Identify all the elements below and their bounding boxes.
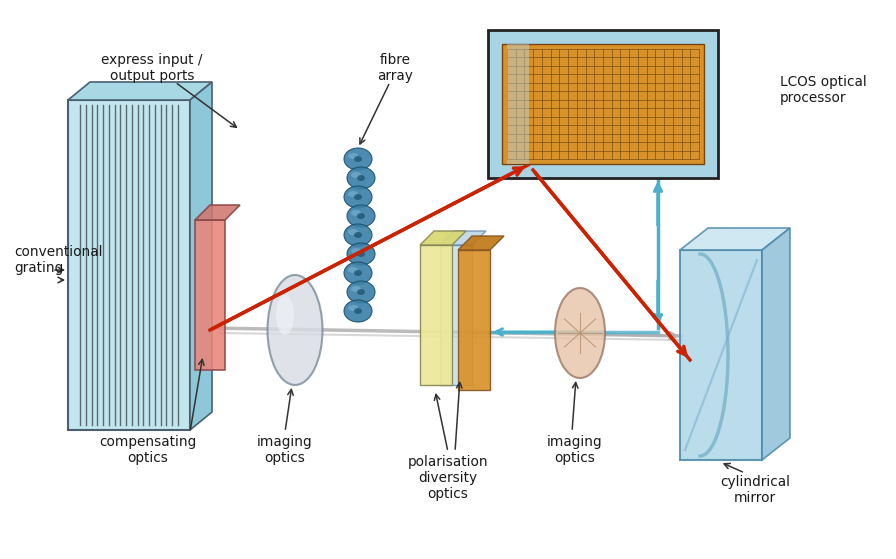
Polygon shape: [68, 82, 212, 100]
Polygon shape: [195, 220, 225, 370]
Polygon shape: [458, 250, 490, 390]
Bar: [507, 44, 529, 164]
Ellipse shape: [354, 308, 362, 314]
Ellipse shape: [354, 194, 362, 200]
Ellipse shape: [357, 175, 365, 181]
Text: imaging
optics: imaging optics: [257, 435, 313, 465]
Ellipse shape: [348, 305, 358, 311]
Polygon shape: [680, 250, 762, 460]
Ellipse shape: [344, 224, 372, 246]
Ellipse shape: [347, 205, 375, 227]
Text: fibre
array: fibre array: [377, 53, 413, 83]
Text: conventional
grating: conventional grating: [14, 245, 102, 275]
Text: compensating
optics: compensating optics: [99, 435, 196, 465]
Ellipse shape: [344, 300, 372, 322]
Ellipse shape: [347, 243, 375, 265]
Ellipse shape: [351, 248, 361, 254]
Text: imaging
optics: imaging optics: [547, 435, 603, 465]
Bar: [502, 44, 704, 164]
Ellipse shape: [354, 270, 362, 276]
Text: express input /
output ports: express input / output ports: [101, 53, 202, 83]
Text: LCOS optical
processor: LCOS optical processor: [780, 75, 866, 105]
Polygon shape: [458, 236, 504, 250]
Ellipse shape: [348, 153, 358, 159]
Ellipse shape: [347, 167, 375, 189]
Polygon shape: [440, 231, 486, 245]
Ellipse shape: [344, 262, 372, 284]
Polygon shape: [420, 231, 466, 245]
Text: polarisation
diversity
optics: polarisation diversity optics: [408, 455, 488, 501]
Ellipse shape: [347, 281, 375, 303]
Ellipse shape: [357, 213, 365, 219]
Ellipse shape: [344, 186, 372, 208]
Ellipse shape: [351, 210, 361, 216]
Ellipse shape: [351, 286, 361, 292]
Ellipse shape: [348, 267, 358, 273]
Ellipse shape: [344, 148, 372, 170]
Ellipse shape: [357, 289, 365, 295]
Ellipse shape: [276, 295, 294, 335]
Ellipse shape: [354, 156, 362, 162]
Ellipse shape: [357, 251, 365, 257]
Polygon shape: [680, 228, 790, 250]
Polygon shape: [195, 205, 240, 220]
Polygon shape: [420, 245, 452, 385]
Ellipse shape: [354, 232, 362, 238]
Polygon shape: [762, 228, 790, 460]
Text: cylindrical
mirror: cylindrical mirror: [720, 475, 790, 505]
Ellipse shape: [555, 288, 605, 378]
Ellipse shape: [268, 275, 323, 385]
Polygon shape: [68, 100, 190, 430]
Ellipse shape: [348, 229, 358, 235]
Polygon shape: [440, 245, 472, 385]
Ellipse shape: [351, 172, 361, 178]
Bar: [488, 30, 718, 178]
Polygon shape: [190, 82, 212, 430]
Ellipse shape: [348, 191, 358, 197]
